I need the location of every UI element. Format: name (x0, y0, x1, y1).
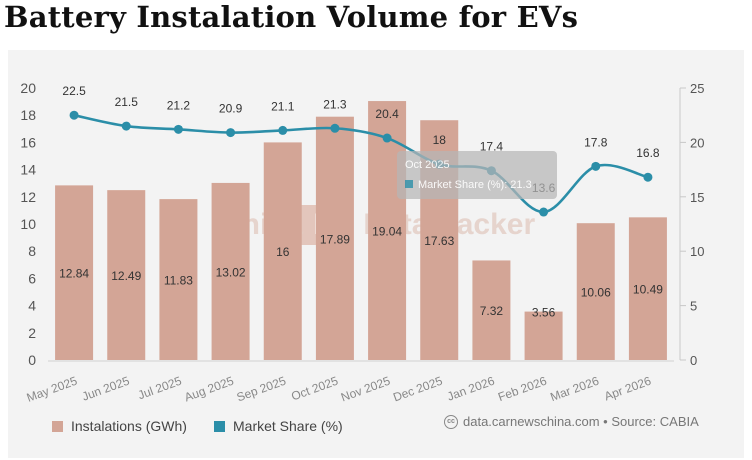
legend-item-installations[interactable]: Instalations (GWh) (52, 418, 187, 434)
market-share-label: 21.2 (167, 98, 191, 112)
market-share-point[interactable] (539, 207, 549, 217)
x-axis-tick: Jun 2025 (80, 374, 131, 404)
tooltip-box (397, 151, 557, 199)
market-share-point[interactable] (226, 128, 236, 138)
legend-label-installations: Instalations (GWh) (71, 418, 187, 434)
market-share-point[interactable] (121, 121, 131, 131)
market-share-point[interactable] (643, 172, 653, 182)
bar-oct-2025[interactable] (315, 116, 354, 360)
bar-feb-2026[interactable] (524, 311, 563, 360)
right-axis-tick: 5 (690, 299, 697, 314)
bar-value-label: 17.63 (424, 234, 454, 248)
right-axis-tick: 25 (690, 81, 704, 96)
tooltip: Oct 2025 Market Share (%): 21.3 (397, 151, 557, 199)
legend-item-market-share[interactable]: Market Share (%) (214, 418, 343, 434)
market-share-label: 17.4 (480, 140, 504, 154)
bar-sep-2025[interactable] (263, 142, 302, 360)
legend-swatch-market-share (214, 420, 225, 432)
bar-value-label: 19.04 (372, 225, 402, 239)
bar-value-label: 3.56 (532, 306, 556, 320)
x-axis-tick: Mar 2026 (548, 374, 601, 405)
market-share-point[interactable] (173, 124, 183, 134)
left-axis-tick: 6 (28, 270, 36, 286)
left-axis-tick: 18 (20, 107, 36, 123)
market-share-label: 22.5 (62, 84, 86, 98)
bar-mar-2026[interactable] (576, 223, 615, 360)
bar-may-2025[interactable] (55, 185, 94, 360)
tooltip-swatch (405, 180, 413, 188)
bar-jan-2026[interactable] (472, 260, 511, 360)
bar-value-label: 13.02 (216, 265, 246, 279)
right-axis-tick: 0 (690, 353, 697, 368)
x-axis-tick: Sep 2025 (235, 374, 288, 405)
bar-value-label: 12.84 (59, 267, 89, 281)
right-axis-tick: 10 (690, 244, 704, 259)
left-axis-tick: 4 (28, 298, 36, 314)
left-axis-tick: 10 (20, 216, 36, 232)
left-axis-tick: 2 (28, 325, 36, 341)
market-share-point[interactable] (330, 123, 340, 133)
left-axis-tick: 12 (20, 189, 36, 205)
market-share-label: 17.8 (584, 135, 608, 149)
tooltip-value: Market Share (%): 21.3 (418, 179, 532, 191)
market-share-label: 20.9 (219, 102, 243, 116)
x-axis-tick: May 2025 (25, 374, 80, 405)
x-axis-tick: Apr 2026 (602, 374, 653, 404)
x-axis-tick: Jan 2026 (445, 374, 496, 404)
market-share-label: 20.4 (375, 107, 399, 121)
legend-label-market-share: Market Share (%) (233, 418, 343, 434)
market-share-point[interactable] (382, 133, 392, 143)
market-share-label: 21.3 (323, 97, 347, 111)
left-axis-tick: 16 (20, 134, 36, 150)
market-share-label: 16.8 (636, 146, 660, 160)
market-share-label: 18 (433, 133, 447, 147)
x-axis-tick: Nov 2025 (339, 374, 392, 405)
page-title: Battery Instalation Volume for EVs (4, 0, 579, 34)
bar-value-label: 7.32 (480, 304, 504, 318)
bar-value-label: 16 (276, 245, 290, 259)
right-axis-tick: 15 (690, 190, 704, 205)
x-axis-tick: Feb 2026 (496, 374, 549, 405)
bar-aug-2025[interactable] (211, 182, 250, 360)
source-credit: cc data.carnewschina.com • Source: CABIA (444, 414, 699, 429)
market-share-point[interactable] (591, 161, 601, 171)
x-axis-tick: Oct 2025 (289, 374, 340, 404)
bar-jun-2025[interactable] (107, 190, 146, 360)
market-share-label: 21.5 (115, 95, 139, 109)
creative-commons-icon: cc (444, 414, 458, 429)
x-axis-tick: Jul 2025 (136, 374, 184, 403)
market-share-line[interactable] (73, 113, 649, 214)
x-axis-tick: Aug 2025 (183, 374, 236, 405)
left-axis-tick: 8 (28, 243, 36, 259)
left-axis-tick: 0 (28, 352, 36, 368)
legend-swatch-installations (52, 420, 63, 432)
bar-jul-2025[interactable] (159, 199, 198, 360)
bar-value-label: 11.83 (164, 274, 193, 288)
tooltip-title: Oct 2025 (405, 159, 450, 171)
bar-value-label: 10.49 (633, 283, 663, 297)
left-axis-tick: 14 (20, 162, 36, 178)
left-axis-tick: 20 (20, 80, 36, 96)
market-share-label: 21.1 (271, 99, 295, 113)
market-share-point[interactable] (278, 125, 288, 135)
market-share-point[interactable] (69, 110, 79, 120)
bar-apr-2026[interactable] (628, 217, 667, 360)
right-axis-tick: 20 (690, 135, 704, 150)
bar-value-label: 10.06 (581, 286, 611, 300)
bar-value-label: 17.89 (320, 232, 350, 246)
bar-value-label: 12.49 (111, 269, 141, 283)
x-axis-tick: Dec 2025 (391, 374, 444, 405)
source-text: data.carnewschina.com • Source: CABIA (463, 414, 699, 429)
